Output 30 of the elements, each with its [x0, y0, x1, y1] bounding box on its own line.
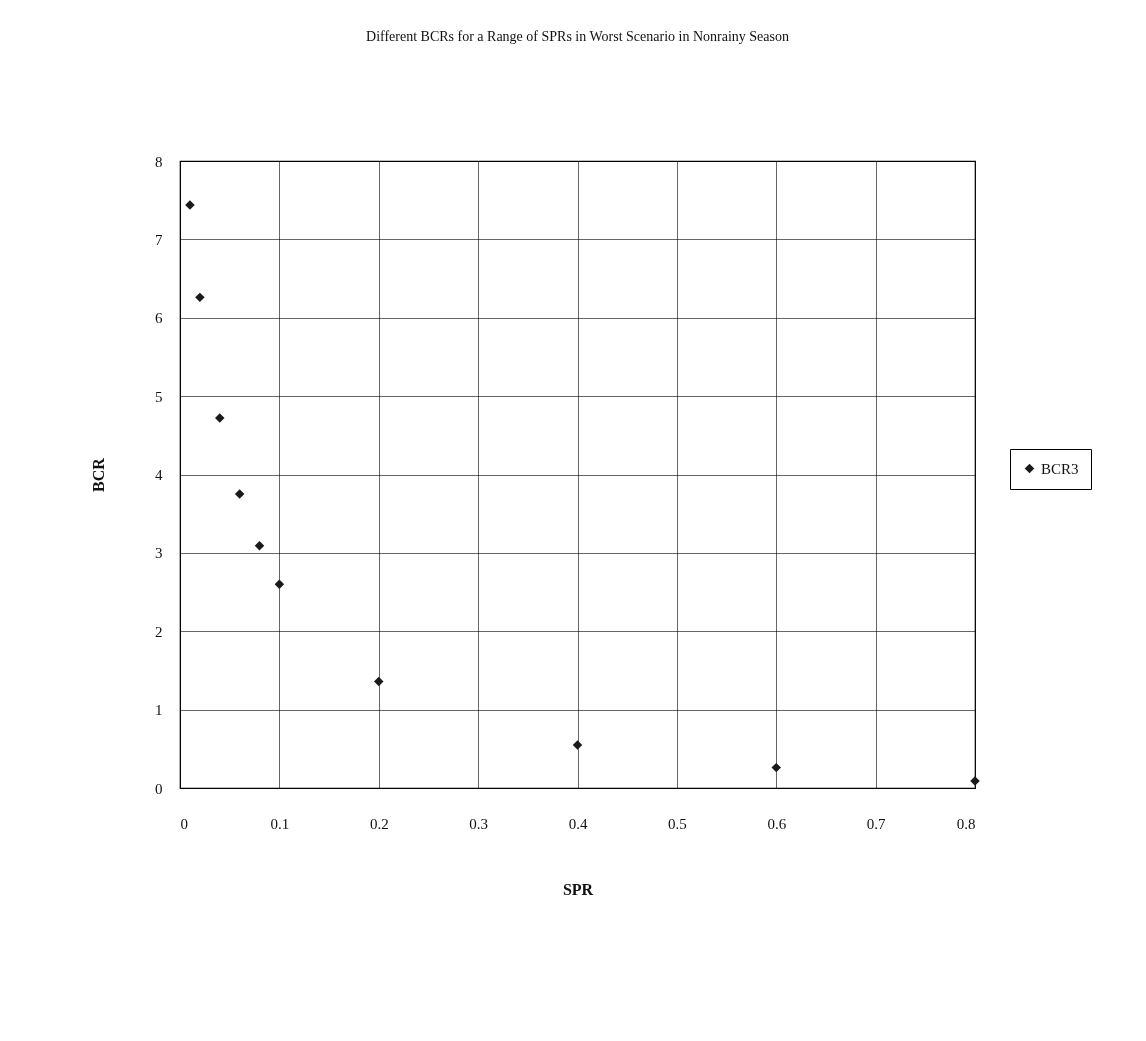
y-tick-label: 8 [155, 153, 163, 170]
y-axis-title: BCR [90, 457, 107, 492]
x-tick-label: 0.2 [369, 815, 389, 832]
y-tick-label: 4 [155, 467, 163, 483]
point [254, 541, 265, 551]
point [195, 292, 205, 303]
y-tick-label: 2 [155, 623, 163, 640]
y-tick-label: 3 [155, 545, 163, 562]
x-tick-label: 0.6 [767, 815, 787, 832]
y-tick-label: 0 [155, 780, 163, 797]
x-tick-label: 0 [180, 815, 188, 832]
point [374, 676, 384, 687]
y-tick-label: 6 [155, 310, 163, 327]
x-tick-label: 0.5 [668, 815, 687, 832]
x-tick-label: 0.1 [270, 815, 290, 832]
x-axis-title: SPR [562, 880, 594, 898]
point [572, 740, 583, 750]
y-tick-label: 1 [155, 702, 163, 719]
y-tick-label: 7 [155, 231, 163, 248]
x-tick-label: 0.4 [568, 815, 588, 832]
x-tick-label: 0.3 [469, 815, 488, 832]
x-tick-label: 0.7 [866, 815, 886, 832]
chart-title: Different BCRs for a Range of SPRs in Worst Scenario in Nonrainy Season [366, 29, 789, 44]
point [234, 489, 245, 499]
point [771, 762, 781, 773]
point [215, 413, 225, 423]
x-tick-label: 0.8 [956, 815, 976, 832]
point [274, 579, 285, 589]
y-tick-label: 5 [155, 388, 163, 405]
legend-label: BCR3 [1041, 460, 1079, 477]
